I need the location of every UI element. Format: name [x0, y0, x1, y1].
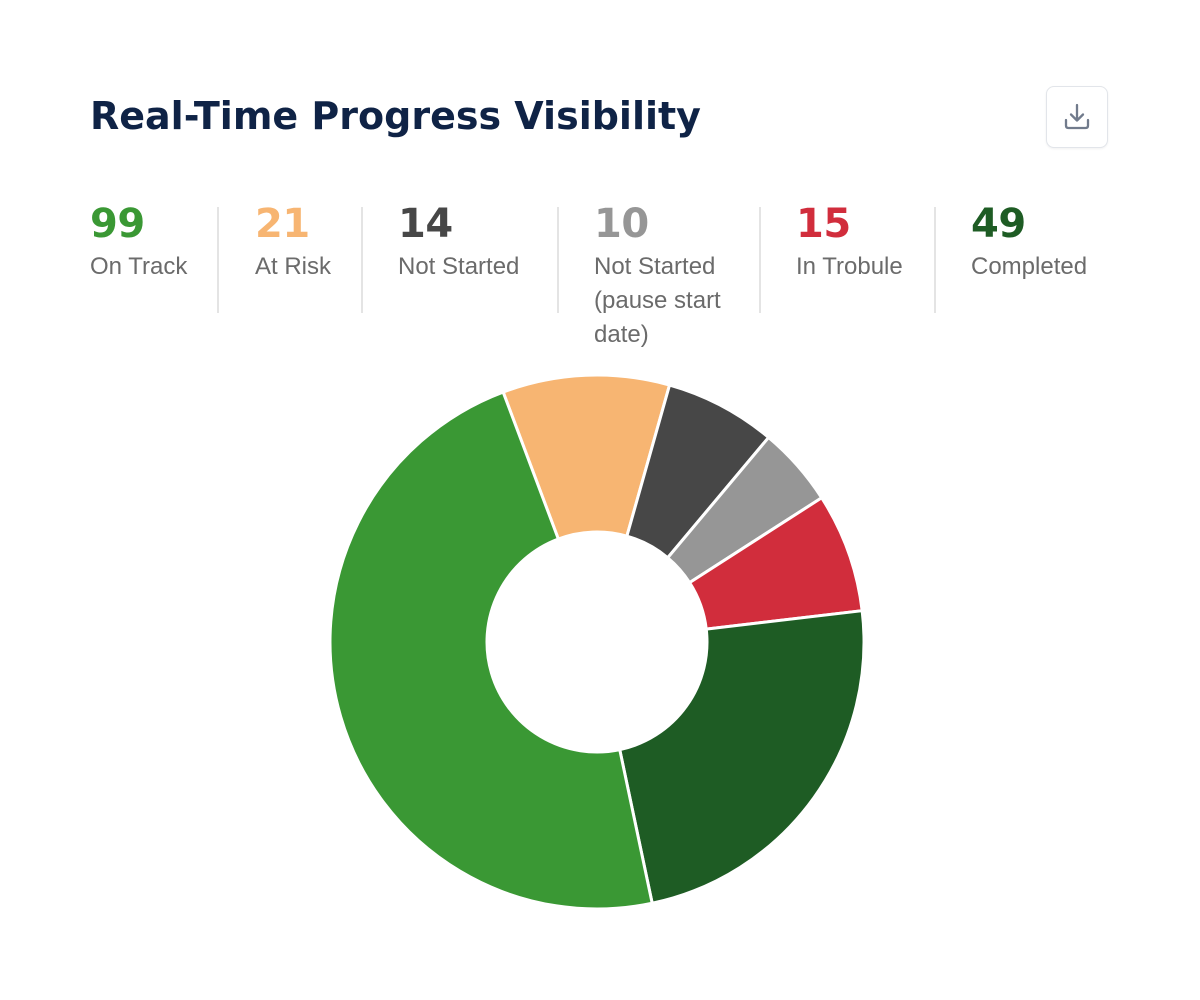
page-title: Real-Time Progress Visibility — [90, 94, 701, 138]
stat-completed-label: Completed — [971, 253, 1088, 280]
stat-not-started-paused-value: 10 — [594, 201, 649, 247]
stat-at-risk: 21 At Risk — [255, 200, 331, 284]
download-button[interactable] — [1046, 86, 1108, 148]
stat-not-started-value: 14 — [398, 201, 453, 247]
status-summary: 99 On Track 21 At Risk 14 Not Started 10… — [0, 200, 1200, 360]
stat-divider — [759, 207, 761, 313]
stat-in-trouble-label: In Trobule — [796, 253, 903, 280]
stat-in-trouble: 15 In Trobule — [796, 200, 903, 284]
stat-not-started: 14 Not Started — [398, 200, 519, 284]
stat-divider — [217, 207, 219, 313]
stat-divider — [557, 207, 559, 313]
donut-slice-at-risk[interactable] — [501, 373, 672, 541]
download-icon — [1064, 103, 1090, 130]
stat-divider — [934, 207, 936, 313]
stat-divider — [361, 207, 363, 313]
stat-completed: 49 Completed — [971, 200, 1087, 284]
stat-not-started-label: Not Started — [398, 253, 520, 280]
stat-on-track: 99 On Track — [90, 200, 187, 284]
stat-at-risk-value: 21 — [255, 201, 310, 247]
stat-not-started-paused-label: Not Started (pause start date) — [594, 253, 721, 348]
stat-completed-value: 49 — [971, 201, 1026, 247]
donut-slice-completed[interactable] — [618, 609, 866, 905]
donut-chart — [328, 373, 866, 911]
stat-on-track-value: 99 — [90, 201, 145, 247]
stat-not-started-paused: 10 Not Started (pause start date) — [594, 200, 744, 352]
stat-at-risk-label: At Risk — [255, 253, 332, 280]
donut-slice-on-track[interactable] — [328, 390, 654, 911]
stat-on-track-label: On Track — [90, 253, 188, 280]
stat-in-trouble-value: 15 — [796, 201, 851, 247]
